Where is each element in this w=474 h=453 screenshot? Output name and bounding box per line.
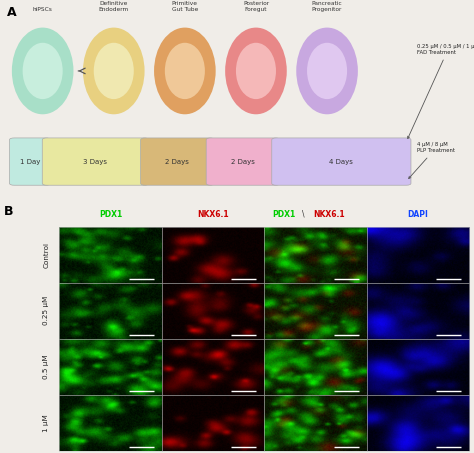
Ellipse shape <box>154 28 216 114</box>
Text: Control: Control <box>43 241 49 268</box>
Ellipse shape <box>165 43 205 99</box>
Ellipse shape <box>296 28 358 114</box>
Text: NKX6.1: NKX6.1 <box>313 210 345 218</box>
Text: 0.25 μM: 0.25 μM <box>43 296 49 325</box>
Ellipse shape <box>236 43 276 99</box>
Text: \: \ <box>302 210 304 218</box>
Text: PDX1: PDX1 <box>99 210 122 218</box>
Text: 1 Day: 1 Day <box>20 159 40 164</box>
FancyBboxPatch shape <box>206 138 280 185</box>
Text: NKX6.1: NKX6.1 <box>197 210 229 218</box>
Text: 3 Days: 3 Days <box>83 159 108 164</box>
Text: 2 Days: 2 Days <box>231 159 255 164</box>
FancyBboxPatch shape <box>42 138 149 185</box>
Ellipse shape <box>12 28 73 114</box>
Ellipse shape <box>94 43 134 99</box>
Text: 0.25 μM / 0.5 μM / 1 μM
FAD Treatment: 0.25 μM / 0.5 μM / 1 μM FAD Treatment <box>408 44 474 139</box>
Text: A: A <box>7 6 17 19</box>
Text: Posterior
Foregut: Posterior Foregut <box>243 1 269 12</box>
Ellipse shape <box>83 28 145 114</box>
FancyBboxPatch shape <box>9 138 50 185</box>
Text: 4 μM / 8 μM
PLP Treatment: 4 μM / 8 μM PLP Treatment <box>409 142 455 178</box>
Text: Definitive
Endoderm: Definitive Endoderm <box>99 1 129 12</box>
Text: B: B <box>4 205 14 218</box>
Text: 4 Days: 4 Days <box>329 159 353 164</box>
Text: DAPI: DAPI <box>408 210 428 218</box>
Text: Primitive
Gut Tube: Primitive Gut Tube <box>172 1 198 12</box>
FancyBboxPatch shape <box>272 138 411 185</box>
Ellipse shape <box>23 43 63 99</box>
Text: hiPSCs: hiPSCs <box>33 7 53 12</box>
Text: PDX1: PDX1 <box>272 210 295 218</box>
Text: 0.5 μM: 0.5 μM <box>43 354 49 379</box>
Text: 1 μM: 1 μM <box>43 414 49 432</box>
Ellipse shape <box>307 43 347 99</box>
Text: 2 Days: 2 Days <box>165 159 190 164</box>
Text: Pancreatic
Progenitor: Pancreatic Progenitor <box>312 1 342 12</box>
Ellipse shape <box>225 28 287 114</box>
FancyBboxPatch shape <box>141 138 214 185</box>
